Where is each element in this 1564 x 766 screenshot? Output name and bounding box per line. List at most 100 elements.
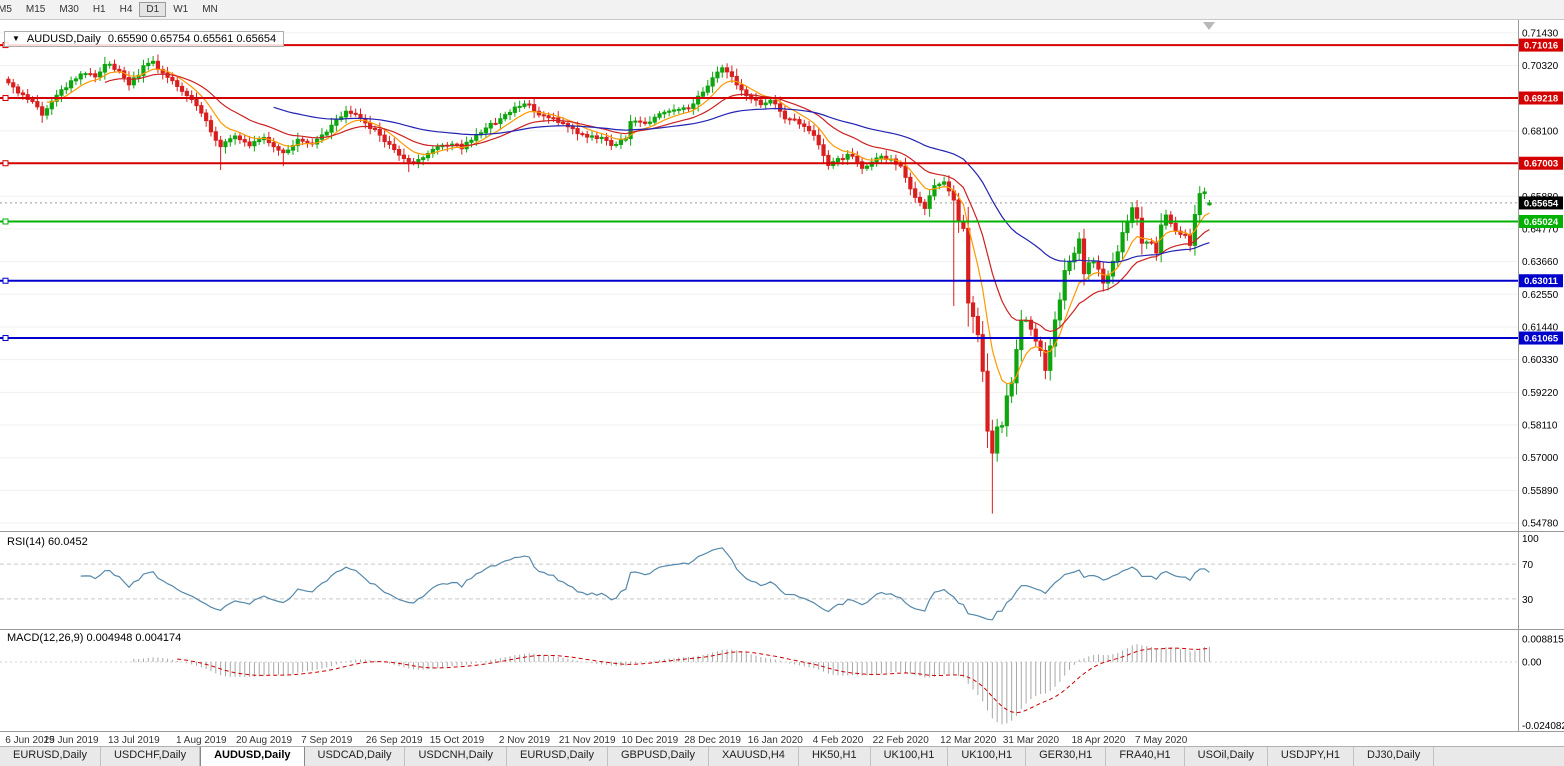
svg-text:0.61440: 0.61440 [1522,322,1559,333]
svg-text:0.70320: 0.70320 [1522,61,1559,72]
svg-text:0.68100: 0.68100 [1522,126,1559,137]
svg-text:21 Nov 2019: 21 Nov 2019 [559,735,616,746]
timeframe-toolbar: M5 M15 M30 H1 H4 D1 W1 MN [0,0,1564,20]
svg-text:0.60330: 0.60330 [1522,355,1559,366]
svg-text:13 Jul 2019: 13 Jul 2019 [108,735,160,746]
price-tag-0.71016[interactable]: 0.71016 [1519,38,1563,52]
macd-indicator-label: MACD(12,26,9) 0.004948 0.004174 [7,632,182,644]
svg-text:20 Aug 2019: 20 Aug 2019 [236,735,293,746]
svg-text:0.61065: 0.61065 [1524,334,1559,345]
svg-text:1 Aug 2019: 1 Aug 2019 [176,735,227,746]
chart-tab-ger30-h1[interactable]: GER30,H1 [1026,747,1107,766]
chart-tab-usdcnh-daily[interactable]: USDCNH,Daily [405,747,508,766]
svg-text:100: 100 [1522,534,1539,545]
chart-symbol-label: AUDUSD,Daily [26,33,101,45]
price-tag-0.67003[interactable]: 0.67003 [1519,156,1563,170]
svg-text:0.63011: 0.63011 [1524,276,1559,287]
timeframe-button-mn[interactable]: MN [202,4,218,15]
price-chart-canvas[interactable]: 0.714300.703200.692100.681000.669900.658… [0,0,1564,747]
svg-text:15 Oct 2019: 15 Oct 2019 [430,735,485,746]
chart-tab-hk50-h1[interactable]: HK50,H1 [798,747,871,766]
hline-0.67003[interactable] [0,160,1518,167]
svg-text:22 Feb 2020: 22 Feb 2020 [873,735,930,746]
svg-text:0.59220: 0.59220 [1522,388,1559,399]
chart-tab-dj30-daily[interactable]: DJ30,Daily [1354,747,1435,766]
svg-text:25 Jun 2019: 25 Jun 2019 [44,735,99,746]
chart-tab-xauusd-h4[interactable]: XAUUSD,H4 [708,747,799,766]
timeframe-button-w1[interactable]: W1 [173,4,189,15]
line-handle [2,95,9,102]
svg-text:12 Mar 2020: 12 Mar 2020 [940,735,997,746]
chart-tab-usdjpy-h1[interactable]: USDJPY,H1 [1267,747,1355,766]
chart-tab-audusd-daily[interactable]: AUDUSD,Daily [200,747,305,766]
line-handle [2,218,9,225]
svg-text:0.69218: 0.69218 [1524,94,1558,105]
timeframe-button-m5[interactable]: M5 [0,4,12,15]
timeframe-button-m15[interactable]: M15 [25,4,46,15]
svg-text:0.65654: 0.65654 [1524,198,1559,209]
line-handle [2,335,9,342]
chart-tab-fra40-h1[interactable]: FRA40,H1 [1106,747,1185,766]
chart-tabs-bar: EURUSD,Daily USDCHF,Daily AUDUSD,Daily USDC… [0,746,1564,766]
chart-tab-usoil-daily[interactable]: USOil,Daily [1184,747,1268,766]
moving-average-8-line [46,68,1210,385]
svg-text:0.67003: 0.67003 [1524,159,1558,170]
svg-text:18 Apr 2020: 18 Apr 2020 [1071,735,1125,746]
svg-text:0.71016: 0.71016 [1524,41,1558,52]
line-handle [2,277,9,284]
svg-text:30: 30 [1522,595,1534,606]
moving-average-55-line [273,106,1210,264]
bear-candles [6,54,1193,514]
hline-0.65024[interactable] [0,218,1518,225]
svg-text:0.58110: 0.58110 [1522,421,1558,432]
svg-text:10 Dec 2019: 10 Dec 2019 [622,735,679,746]
chart-tab-eurusd-daily[interactable]: EURUSD,Daily [507,747,608,766]
macd-histogram [133,644,1210,725]
rsi-indicator-label: RSI(14) 60.0452 [7,536,88,548]
price-tag-0.61065[interactable]: 0.61065 [1519,331,1563,345]
chart-ohlc-values: 0.65590 0.65754 0.65561 0.65654 [107,33,277,45]
svg-text:0.62550: 0.62550 [1522,290,1559,301]
hline-0.69218[interactable] [0,95,1518,102]
svg-text:-0.024082: -0.024082 [1522,721,1564,732]
svg-text:6 Jun 2019: 6 Jun 2019 [5,735,55,746]
chart-title-box: ▼ AUDUSD,Daily 0.65590 0.65754 0.65561 0… [4,31,285,47]
svg-text:70: 70 [1522,560,1534,571]
hline-0.61065[interactable] [0,335,1518,342]
svg-text:0.00: 0.00 [1522,658,1542,669]
chart-shift-marker[interactable] [1203,22,1215,30]
svg-text:31 Mar 2020: 31 Mar 2020 [1003,735,1060,746]
svg-text:28 Dec 2019: 28 Dec 2019 [684,735,741,746]
symbol-dropdown-icon[interactable]: ▼ [12,34,20,43]
hline-0.63011[interactable] [0,277,1518,284]
price-tag-0.65024[interactable]: 0.65024 [1519,214,1563,228]
current-price-tag[interactable]: 0.65654 [1519,196,1563,210]
svg-text:2 Nov 2019: 2 Nov 2019 [499,735,551,746]
moving-average-20-line [104,73,1210,333]
svg-text:4 Feb 2020: 4 Feb 2020 [813,735,864,746]
timeframe-button-h1[interactable]: H1 [92,4,106,15]
price-tag-0.69218[interactable]: 0.69218 [1519,91,1563,105]
chart-tab-eurusd-daily[interactable]: EURUSD,Daily [0,747,101,766]
svg-text:0.55890: 0.55890 [1522,486,1559,497]
svg-text:0.71430: 0.71430 [1522,28,1559,39]
timeframe-button-m30[interactable]: M30 [59,4,79,15]
svg-text:16 Jan 2020: 16 Jan 2020 [748,735,803,746]
chart-tab-uk100-h1[interactable]: UK100,H1 [948,747,1027,766]
chart-tab-uk100-h1[interactable]: UK100,H1 [870,747,949,766]
svg-text:7 May 2020: 7 May 2020 [1135,735,1188,746]
price-grid: 0.714300.703200.692100.681000.669900.658… [0,28,1559,530]
timeframe-button-h4[interactable]: H4 [119,4,133,15]
chart-tab-gbpusd-daily[interactable]: GBPUSD,Daily [608,747,709,766]
svg-text:26 Sep 2019: 26 Sep 2019 [366,735,423,746]
line-handle [2,160,9,167]
chart-tab-usdchf-daily[interactable]: USDCHF,Daily [100,747,201,766]
timeframe-button-d1[interactable]: D1 [139,2,167,17]
price-tag-0.63011[interactable]: 0.63011 [1519,274,1563,288]
svg-text:7 Sep 2019: 7 Sep 2019 [301,735,353,746]
macd-signal-line [177,647,1210,714]
bull-candles [44,56,1212,462]
chart-tab-usdcad-daily[interactable]: USDCAD,Daily [304,747,406,766]
